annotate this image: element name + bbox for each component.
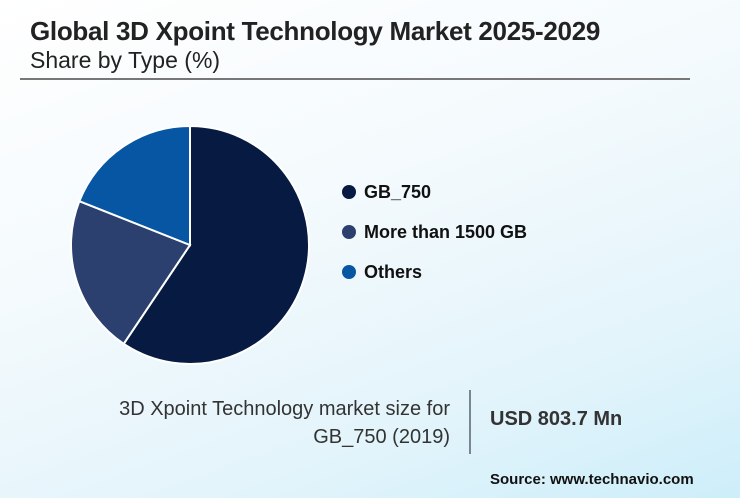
vertical-divider [469, 390, 471, 454]
pie-slice-more-than-1500-gb [70, 199, 192, 346]
legend-label: More than 1500 GB [364, 221, 528, 242]
legend-item-more-than-1500-gb: More than 1500 GB [342, 212, 527, 252]
pie-slice-others [78, 124, 191, 247]
legend-dot-icon [342, 185, 356, 199]
chart-title: Global 3D Xpoint Technology Market 2025-… [30, 16, 601, 46]
pie-slice-gb-750 [122, 124, 310, 365]
market-size-value: USD 803.7 Mn [490, 408, 623, 430]
chart-subtitle: Share by Type (%) [30, 47, 221, 73]
legend-dot-icon [342, 225, 356, 239]
source-note: Source: www.technavio.com [490, 471, 694, 488]
legend-label: Others [364, 261, 423, 282]
legend-dot-icon [342, 265, 356, 279]
legend-label: GB_750 [364, 181, 432, 202]
legend-item-others: Others [342, 252, 527, 292]
market-size-label-line2: GB_750 (2019) [313, 426, 450, 448]
title-divider [20, 78, 690, 80]
legend: GB_750 More than 1500 GB Others [342, 172, 527, 292]
legend-item-gb-750: GB_750 [342, 172, 527, 212]
market-size-label: 3D Xpoint Technology market size for GB_… [119, 395, 450, 451]
market-size-label-line1: 3D Xpoint Technology market size for [119, 398, 450, 420]
